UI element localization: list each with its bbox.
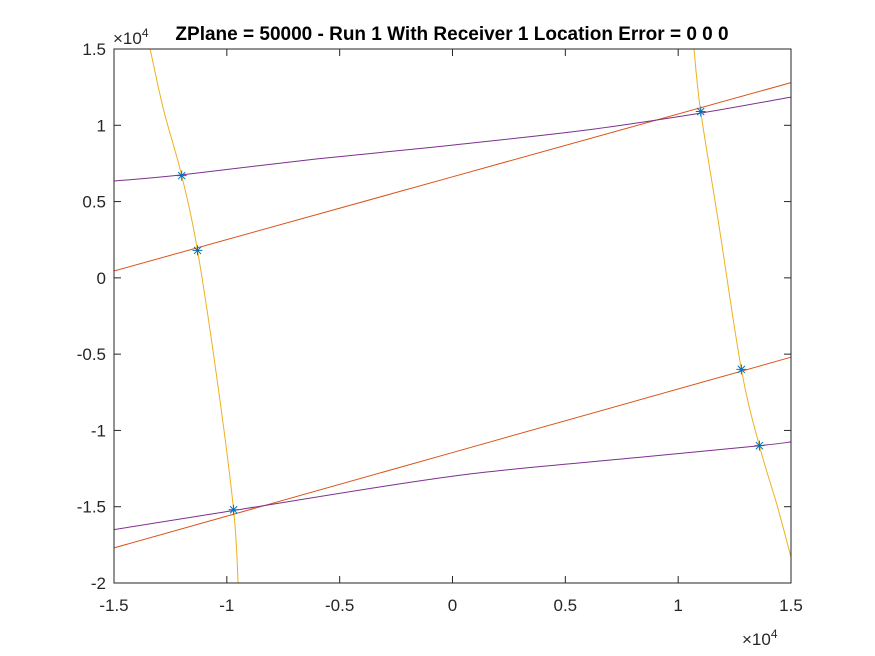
y-tick-label: -0.5 [77, 345, 106, 364]
intersection-marker [192, 245, 203, 256]
x-exponent-base: ×10 [742, 630, 771, 649]
series-line-orange-1 [113, 356, 792, 549]
y-tick-label: 1.5 [82, 40, 106, 59]
y-tick-label: -1.5 [77, 498, 106, 517]
y-tick-label: 0.5 [82, 193, 106, 212]
y-tick-label: 0 [97, 269, 106, 288]
y-tick-label: -1 [91, 421, 106, 440]
marker-layer [176, 106, 765, 515]
series-line-orange-0 [113, 82, 792, 272]
series-line-yellow-5 [693, 48, 792, 558]
x-tick-label: 1 [673, 596, 682, 615]
x-exponent-power: 4 [771, 627, 778, 641]
series-line-purple-3 [113, 441, 792, 531]
x-tick-label: -0.5 [325, 596, 354, 615]
intersection-marker [695, 106, 706, 117]
y-axis-ticks: -2 -1.5 -1 -0.5 0 0.5 1 1.5 [77, 40, 791, 593]
x-tick-label: 1.5 [779, 596, 803, 615]
x-axis-ticks: -1.5 -1 -0.5 0 0.5 1 1.5 [99, 49, 803, 615]
y-tick-label: 1 [97, 116, 106, 135]
x-tick-label: -1.5 [99, 596, 128, 615]
series-layer [113, 48, 792, 584]
x-tick-label: 0.5 [554, 596, 578, 615]
y-tick-label: -2 [91, 574, 106, 593]
y-axis-exponent: ×104 [113, 26, 149, 48]
y-exponent-base: ×10 [113, 29, 142, 48]
x-tick-label: 0 [448, 596, 457, 615]
x-axis-exponent: ×104 [742, 627, 778, 649]
intersection-marker [754, 440, 765, 451]
intersection-marker [228, 504, 239, 515]
plot-background [114, 49, 791, 583]
y-exponent-power: 4 [142, 26, 149, 40]
x-tick-label: -1 [219, 596, 234, 615]
chart-title: ZPlane = 50000 - Run 1 With Receiver 1 L… [175, 24, 728, 45]
intersection-marker [736, 364, 747, 375]
intersection-marker [176, 170, 187, 181]
